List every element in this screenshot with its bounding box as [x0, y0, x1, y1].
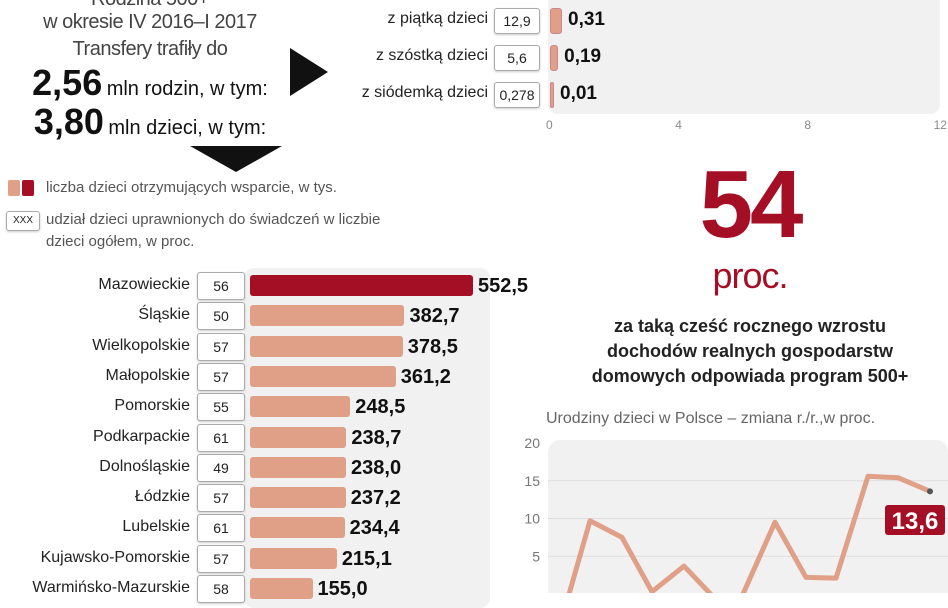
- share-box: 56: [197, 272, 245, 300]
- share-box: 57: [197, 484, 245, 513]
- x-tick: 12: [933, 118, 947, 132]
- bar: [250, 456, 347, 478]
- legend-box-sample: XXX: [6, 211, 40, 231]
- value-label: 0,31: [568, 9, 605, 30]
- region-label: Wielkopolskie: [92, 336, 190, 354]
- legend-swatch-light: [8, 180, 20, 196]
- data-point: [927, 488, 933, 495]
- y-tick: 10: [524, 511, 540, 527]
- last-value-label: 13,6: [892, 508, 939, 535]
- legend-swatch-dark: [22, 180, 34, 196]
- x-tick: 8: [804, 118, 812, 132]
- value-label: 361,2: [400, 365, 451, 388]
- arrow-right-icon: [290, 48, 328, 96]
- x-tick: 4: [675, 118, 682, 132]
- value-label: 155,0: [317, 578, 368, 600]
- region-label: Warmińsko-Mazurskie: [32, 579, 190, 596]
- series-line: [566, 473, 931, 593]
- highlight-unit: proc.: [712, 255, 788, 296]
- region-label: Mazowieckie: [98, 276, 190, 293]
- x-tick: 0: [546, 118, 553, 132]
- value-label: 238,7: [351, 426, 402, 449]
- desc-line-2: dochodów realnych gospodarstw: [606, 341, 894, 361]
- share-box: 5,6: [494, 45, 540, 71]
- intro-transfers: Transfery trafiły do: [72, 38, 228, 60]
- row-label: z piątką dzieci: [387, 10, 489, 27]
- region-label: Podkarpackie: [93, 427, 190, 445]
- families-unit: mln rodzin, w tym:: [106, 78, 268, 100]
- share-box: 58: [197, 575, 245, 603]
- last-value-badge: [885, 505, 945, 535]
- bar: [550, 82, 554, 108]
- legend-box-label-2: dzieci ogółem, w proc.: [46, 233, 195, 250]
- arrow-down-icon: [190, 146, 282, 172]
- bar: [250, 426, 347, 448]
- share-box: 49: [197, 453, 245, 482]
- bar: [250, 396, 351, 418]
- bar: [550, 45, 559, 71]
- value-label: 382,7: [409, 305, 460, 328]
- desc-line-1: za taką cześć rocznego wzrostu: [613, 316, 887, 336]
- y-tick: 15: [524, 473, 540, 489]
- line-chart: 20 15 10 5 13,6: [524, 435, 948, 593]
- bar: [250, 487, 346, 509]
- region-label: Lubelskie: [122, 518, 190, 536]
- region-label: Małopolskie: [105, 366, 190, 384]
- top-chart-panel: [548, 0, 940, 114]
- families-value: 2,56: [32, 62, 103, 103]
- region-label: Kujawsko-Pomorskie: [40, 548, 190, 566]
- bar: [250, 547, 337, 569]
- value-label: 248,5: [355, 396, 406, 419]
- value-label: 238,0: [351, 456, 402, 479]
- bar: [250, 275, 473, 296]
- value-label: 237,2: [350, 487, 401, 510]
- bar: [250, 335, 403, 357]
- intro-title: Rodzina 500+: [0, 0, 300, 11]
- region-label: Śląskie: [138, 306, 190, 324]
- line-chart-title: Urodziny dzieci w Polsce – zmiana r./r.,…: [546, 410, 876, 427]
- legend-bar-label: liczba dzieci otrzymujących wsparcie, w …: [46, 179, 337, 196]
- y-tick: 5: [532, 548, 540, 564]
- value-label: 234,4: [349, 517, 400, 540]
- bar: [250, 517, 345, 539]
- value-label: 378,5: [407, 335, 458, 358]
- share-box: 55: [197, 393, 245, 422]
- value-label: 552,5: [478, 275, 529, 297]
- value-label: 215,1: [341, 547, 392, 570]
- share-box: 61: [197, 514, 245, 543]
- region-label: Dolnośląskie: [99, 457, 190, 475]
- share-box: 50: [197, 302, 245, 331]
- bar: [250, 365, 396, 387]
- share-box: 0,278: [494, 82, 540, 108]
- highlight-value: 54: [699, 151, 804, 258]
- row-label: z szóstką dzieci: [375, 47, 488, 64]
- share-box: 61: [197, 423, 245, 452]
- share-box: 12,9: [494, 8, 540, 34]
- share-box: 57: [197, 362, 245, 391]
- region-label: Pomorskie: [114, 397, 190, 415]
- intro-period: w okresie IV 2016–I 2017: [43, 11, 257, 33]
- value-label: 0,01: [560, 83, 597, 104]
- bar: [250, 578, 313, 599]
- legend-box-label-1: udział dzieci uprawnionych do świadczeń …: [46, 211, 381, 228]
- line-chart-panel: [548, 440, 948, 593]
- share-box: 57: [197, 332, 245, 361]
- row-label: z siódemką dzieci: [361, 84, 488, 101]
- children-value: 3,80: [33, 101, 104, 142]
- value-label: 0,19: [564, 46, 602, 67]
- children-stat: 3,80 mln dzieci, w tym:: [0, 101, 300, 143]
- y-tick: 20: [524, 435, 540, 451]
- children-unit: mln dzieci, w tym:: [108, 117, 267, 139]
- desc-line-3: domowych odpowiada program 500+: [591, 366, 909, 386]
- share-box: 57: [197, 544, 245, 573]
- bar: [550, 8, 562, 34]
- highlight-description: za taką cześć rocznego wzrostu dochodów …: [540, 314, 948, 389]
- bar: [250, 305, 405, 327]
- families-stat: 2,56 mln rodzin, w tym:: [0, 62, 300, 104]
- region-label: Łódzkie: [134, 488, 190, 506]
